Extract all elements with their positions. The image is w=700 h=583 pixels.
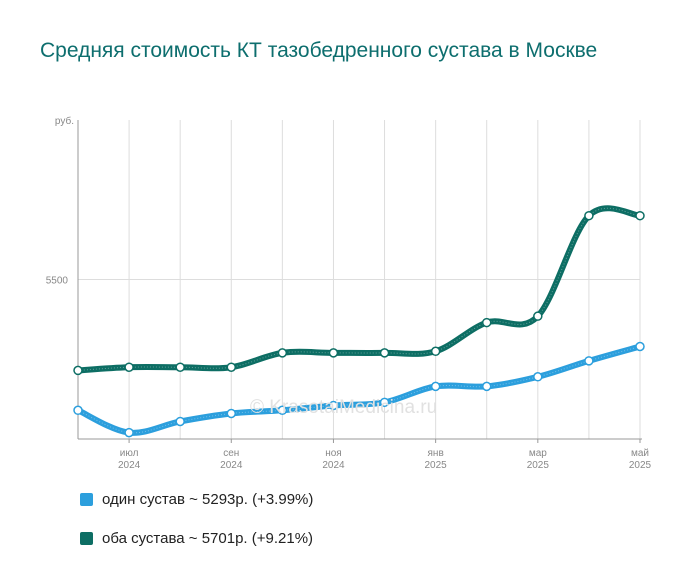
series-line-one-joint xyxy=(75,343,643,436)
series-line-texture-one-joint xyxy=(77,346,641,434)
data-point-one-joint xyxy=(430,381,441,392)
x-tick-year-label: 2025 xyxy=(527,460,550,471)
data-point-both-joints xyxy=(226,362,237,372)
x-tick-year-label: 2025 xyxy=(629,460,652,471)
y-unit-label: руб. xyxy=(55,115,74,127)
legend-item-both-joints[interactable]: оба сустава ~ 5701р. (+9.21%) xyxy=(80,529,313,547)
data-point-one-joint xyxy=(584,356,594,366)
x-tick-month-label: май xyxy=(631,448,649,459)
data-point-one-joint xyxy=(73,405,83,416)
data-point-one-joint xyxy=(533,372,543,382)
data-point-both-joints xyxy=(124,362,134,372)
data-point-one-joint xyxy=(328,400,339,411)
legend-label-both-joints: оба сустава ~ 5701р. (+9.21%) xyxy=(102,529,314,547)
data-point-one-joint xyxy=(379,397,390,408)
chart-title: Средняя стоимость КТ тазобедренного суст… xyxy=(40,39,598,62)
watermark: © KrasotaiMedicina.ru xyxy=(250,397,438,418)
data-point-both-joints xyxy=(328,348,339,358)
data-point-both-joints xyxy=(73,365,83,376)
data-point-both-joints xyxy=(481,317,492,328)
x-tick-year-label: 2025 xyxy=(425,460,448,471)
x-tick-month-label: янв xyxy=(428,448,444,459)
x-tick-year-label: 2024 xyxy=(322,460,345,471)
legend: один сустав ~ 5293р. (+3.99%) оба сустав… xyxy=(80,490,313,568)
data-point-both-joints xyxy=(175,362,185,372)
data-point-one-joint xyxy=(635,341,645,352)
data-point-both-joints xyxy=(635,210,645,221)
legend-item-one-joint[interactable]: один сустав ~ 5293р. (+3.99%) xyxy=(80,490,313,508)
legend-swatch-both-joints xyxy=(80,531,93,545)
data-point-both-joints xyxy=(277,348,288,358)
data-point-one-joint xyxy=(481,381,492,392)
data-point-one-joint xyxy=(226,408,237,419)
legend-label-one-joint: один сустав ~ 5293р. (+3.99%) xyxy=(102,490,314,508)
data-point-both-joints xyxy=(584,210,594,221)
legend-swatch-one-joint xyxy=(80,492,93,506)
data-point-one-joint xyxy=(277,405,288,416)
data-point-both-joints xyxy=(533,311,543,321)
x-tick-month-label: июл xyxy=(120,448,139,459)
x-tick-year-label: 2024 xyxy=(220,460,243,471)
data-point-one-joint xyxy=(124,427,134,438)
series-line-both-joints xyxy=(75,205,643,374)
data-point-one-joint xyxy=(175,416,185,427)
x-tick-month-label: сен xyxy=(223,448,239,459)
data-point-both-joints xyxy=(430,346,441,357)
x-tick-year-label: 2024 xyxy=(118,460,141,471)
data-point-both-joints xyxy=(379,348,390,358)
x-tick-month-label: ноя xyxy=(325,448,342,459)
x-tick-month-label: мар xyxy=(529,448,547,459)
y-tick-label: 5500 xyxy=(46,276,69,287)
